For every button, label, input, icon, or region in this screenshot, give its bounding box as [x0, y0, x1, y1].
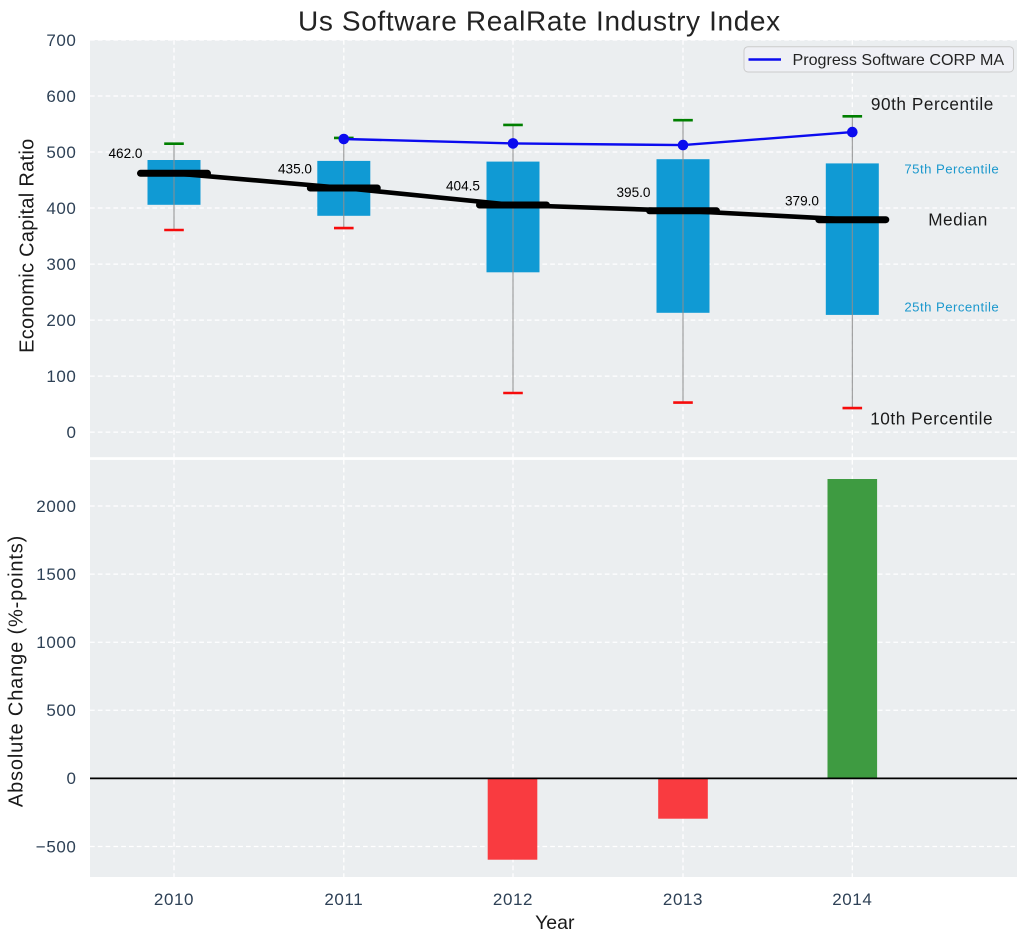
svg-text:Progress Software CORP MA: Progress Software CORP MA	[793, 51, 1005, 69]
svg-text:10th Percentile: 10th Percentile	[870, 408, 993, 428]
svg-text:300: 300	[46, 255, 76, 274]
svg-text:700: 700	[46, 31, 76, 50]
svg-text:200: 200	[46, 311, 76, 330]
svg-text:−500: −500	[36, 837, 77, 856]
svg-text:1000: 1000	[36, 633, 76, 652]
svg-text:Median: Median	[928, 210, 988, 230]
svg-text:435.0: 435.0	[278, 161, 312, 176]
svg-text:1500: 1500	[36, 565, 76, 584]
svg-text:100: 100	[46, 367, 76, 386]
svg-text:2014: 2014	[832, 890, 872, 909]
svg-text:0: 0	[66, 423, 76, 442]
svg-text:400: 400	[46, 199, 76, 218]
svg-text:2000: 2000	[36, 497, 76, 516]
svg-text:Us Software RealRate Industry: Us Software RealRate Industry Index	[298, 5, 781, 36]
svg-text:2010: 2010	[154, 890, 194, 909]
svg-text:2013: 2013	[663, 890, 703, 909]
svg-text:2011: 2011	[324, 890, 363, 909]
svg-text:Absolute Change (%-points): Absolute Change (%-points)	[6, 535, 28, 807]
svg-text:Economic Capital Ratio: Economic Capital Ratio	[17, 138, 39, 352]
svg-text:462.0: 462.0	[108, 146, 142, 161]
svg-text:600: 600	[46, 87, 76, 106]
svg-text:0: 0	[66, 769, 76, 788]
svg-text:500: 500	[46, 701, 76, 720]
svg-text:90th Percentile: 90th Percentile	[871, 94, 994, 114]
svg-text:Year: Year	[535, 912, 575, 934]
svg-text:379.0: 379.0	[785, 193, 819, 208]
svg-text:500: 500	[46, 143, 76, 162]
svg-text:25th Percentile: 25th Percentile	[904, 300, 999, 315]
svg-text:75th Percentile: 75th Percentile	[904, 161, 999, 176]
svg-text:395.0: 395.0	[616, 185, 650, 200]
svg-text:2012: 2012	[493, 890, 533, 909]
svg-text:404.5: 404.5	[446, 178, 480, 193]
